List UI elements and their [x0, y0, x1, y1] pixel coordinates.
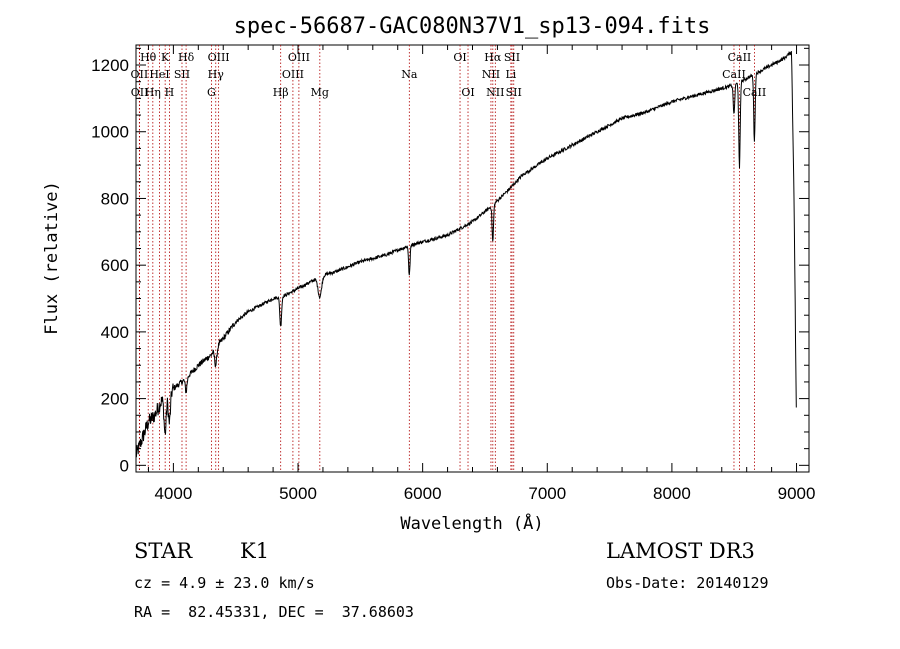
emission-line-label: OIII: [288, 51, 310, 64]
emission-line-label: Hγ: [208, 68, 225, 81]
x-tick-label: 8000: [653, 484, 691, 503]
survey-name: LAMOST DR3: [606, 539, 755, 563]
emission-line-label: OI: [453, 51, 466, 64]
y-tick-label: 600: [101, 256, 129, 275]
chart-title: spec-56687-GAC080N37V1_sp13-094.fits: [234, 14, 711, 39]
emission-line-label: Hβ: [273, 86, 289, 99]
emission-line-label: OIII: [282, 68, 304, 81]
emission-line-label: CaII: [722, 68, 746, 81]
plot-frame: [135, 44, 810, 473]
emission-line-label: CaII: [728, 51, 752, 64]
emission-line-label: NII: [486, 86, 504, 99]
emission-line-label: Hα: [484, 51, 502, 64]
y-tick-label: 1000: [91, 123, 129, 142]
emission-line-label: OII: [131, 86, 149, 99]
y-tick-label: 200: [101, 390, 129, 409]
emission-line-label: NII: [482, 68, 500, 81]
axis-ticks: 4000 5000 6000 7000 8000 9000 0 200 400 600 800 100…: [91, 45, 815, 503]
x-tick-label: 9000: [778, 484, 816, 503]
observation-date: Obs-Date: 20140129: [606, 574, 769, 592]
emission-line-label: OII: [131, 68, 149, 81]
emission-line-label: SII: [506, 86, 522, 99]
emission-line-label: Hδ: [178, 51, 195, 64]
emission-line-label: SII: [174, 68, 190, 81]
emission-line-label: OIII: [208, 51, 230, 64]
y-tick-label: 1200: [91, 56, 129, 75]
emission-line-label: SII: [504, 51, 520, 64]
x-tick-label: 7000: [528, 484, 566, 503]
emission-line-markers: [138, 45, 755, 472]
emission-line-label: Hθ: [140, 51, 157, 64]
emission-line-label: Hη: [145, 86, 161, 99]
emission-line-label: HeI: [149, 68, 169, 81]
y-tick-label: 800: [101, 189, 129, 208]
object-subclass: K1: [240, 539, 270, 563]
emission-line-label: Na: [401, 68, 418, 81]
y-axis-label: Flux (relative): [42, 181, 62, 335]
x-tick-label: 4000: [154, 484, 192, 503]
emission-line-label: OI: [461, 86, 474, 99]
emission-line-label: Mg: [311, 86, 329, 99]
x-axis-label: Wavelength (Å): [400, 512, 543, 534]
emission-line-label: Li: [505, 68, 516, 81]
y-tick-label: 400: [101, 323, 129, 342]
redshift-cz: cz = 4.9 ± 23.0 km/s: [134, 574, 315, 592]
emission-line-label: H: [165, 86, 175, 99]
x-tick-label: 6000: [404, 484, 442, 503]
x-tick-label: 5000: [279, 484, 317, 503]
spectrum-line: [135, 50, 797, 458]
emission-line-label: CaII: [743, 86, 767, 99]
object-class: STAR: [134, 539, 193, 563]
y-tick-label: 0: [120, 456, 129, 475]
coordinates: RA = 82.45331, DEC = 37.68603: [134, 603, 414, 621]
emission-line-label: G: [207, 86, 216, 99]
emission-line-label: K: [161, 51, 170, 64]
